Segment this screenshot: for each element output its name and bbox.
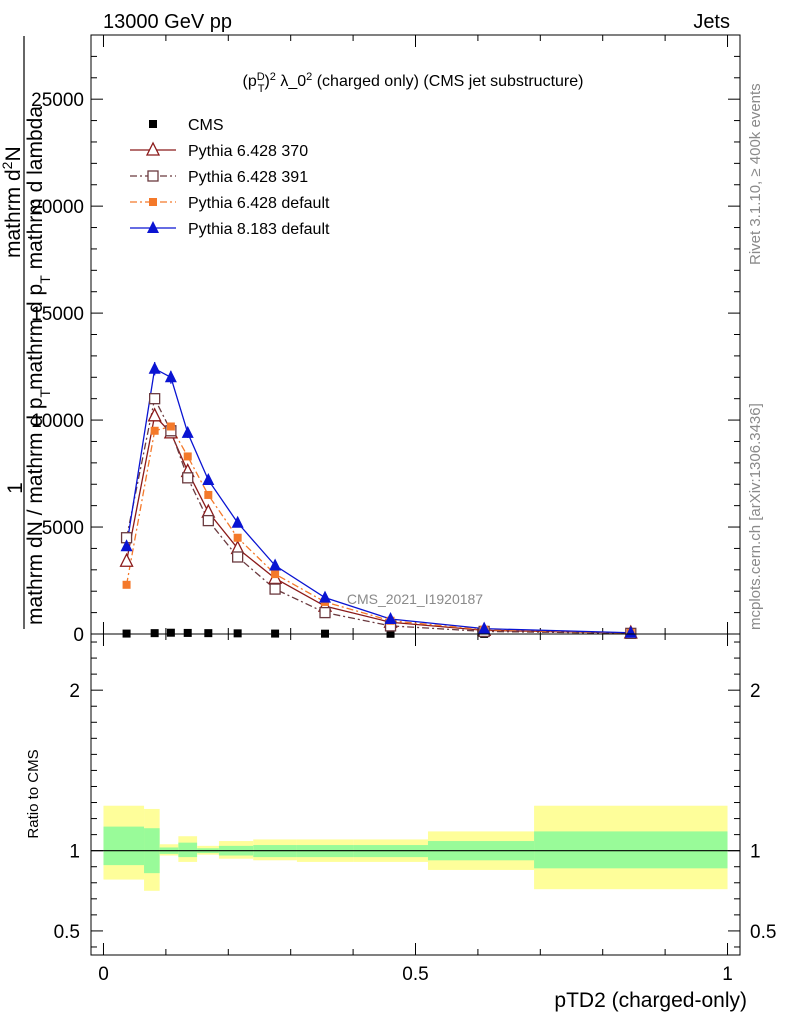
point-p8def-0 <box>120 539 133 552</box>
ratio-plot-frame <box>90 633 741 956</box>
series-line-p391 <box>125 396 631 635</box>
point-cms-3 <box>183 628 192 637</box>
header-left: 13000 GeV pp <box>103 11 232 33</box>
point-p391-1 <box>149 393 161 405</box>
x-tick-label-0: 0 <box>98 964 109 985</box>
point-p391-6 <box>269 583 281 595</box>
ratio-band-inner-10 <box>534 831 728 869</box>
legend-marker-p391 <box>147 170 159 182</box>
y-tick-label-0: 0 <box>73 625 84 646</box>
x-tick-label-2: 1 <box>722 964 733 985</box>
main-ylabel: 1 mathrm dN / mathrm d pT mathrm d2N mat… <box>0 36 53 629</box>
point-p8def-5 <box>231 515 244 528</box>
legend-marker-cms <box>149 120 157 128</box>
legend-label-p8def: Pythia 8.183 default <box>188 221 330 238</box>
ratio-band-inner-0 <box>103 826 145 866</box>
ylabel-numerator-1: 1 <box>4 482 27 494</box>
point-cms-2 <box>166 628 175 637</box>
legend-marker-p370 <box>145 141 161 156</box>
main-title: (pD T)2 λ_02 (charged only) (CMS jet subs… <box>243 71 584 95</box>
point-p6def-3 <box>183 452 192 461</box>
point-cms-1 <box>150 629 159 638</box>
point-p8def-4 <box>202 472 215 485</box>
point-p391-4 <box>202 514 214 527</box>
header-right: Jets <box>693 11 730 33</box>
y-tick-label-2: 10000 <box>31 411 84 432</box>
point-cms-5 <box>233 629 242 638</box>
point-p6def-1 <box>150 426 159 435</box>
legend: CMS Pythia 6.428 370 Pythia 6.428 391 Pythi… <box>130 117 330 238</box>
ratio-y-tick-label-right-0: 0.5 <box>750 922 776 943</box>
x-tick-label-1: 0.5 <box>402 964 428 985</box>
ratio-y-tick-label-left-1: 1 <box>69 842 80 863</box>
point-p391-7 <box>319 606 331 619</box>
legend-label-p370: Pythia 6.428 370 <box>188 143 308 160</box>
point-p8def-7 <box>319 590 332 603</box>
watermark: CMS_2021_I1920187 <box>347 591 483 607</box>
point-p6def-0 <box>122 580 131 589</box>
y-tick-label-4: 20000 <box>31 197 84 218</box>
point-p6def-6 <box>271 570 280 579</box>
ylabel-denominator-1: mathrm dN / mathrm d pT <box>24 388 53 625</box>
legend-marker-p8def <box>147 221 159 233</box>
x-axis-label: pTD2 (charged-only) <box>554 989 747 1012</box>
main-plot-area: 0 5000 10000 15000 20000 25000 <box>31 34 740 646</box>
ratio-y-tick-label-left-2: 2 <box>69 681 80 702</box>
ratio-band-inner-3 <box>178 842 198 858</box>
point-p8def-8 <box>384 612 397 625</box>
legend-label-p6def: Pythia 6.428 default <box>188 195 330 212</box>
ratio-y-tick-label-right-1: 1 <box>750 842 761 863</box>
point-p391-3 <box>182 472 194 484</box>
point-p8def-6 <box>269 558 282 571</box>
ratio-plot-area: 0 0.5 1 0.5 0.5 1 1 2 2 <box>54 634 776 985</box>
point-p391-5 <box>231 551 244 563</box>
rivet-label: Rivet 3.1.10, ≥ 400k events <box>747 83 764 265</box>
ratio-y-tick-label-left-0: 0.5 <box>54 922 80 943</box>
point-p6def-5 <box>233 533 242 542</box>
point-p6def-4 <box>204 490 213 499</box>
ratio-ylabel: Ratio to CMS <box>25 749 42 838</box>
point-p6def-2 <box>166 422 175 431</box>
point-p8def-1 <box>148 361 161 374</box>
point-p8def-9 <box>478 621 491 634</box>
y-tick-label-3: 15000 <box>31 304 84 325</box>
point-p8def-3 <box>181 425 194 438</box>
legend-label-p391: Pythia 6.428 391 <box>188 169 308 186</box>
legend-label-cms: CMS <box>188 117 224 134</box>
point-p370-1 <box>147 407 162 422</box>
point-cms-4 <box>204 629 213 638</box>
y-tick-label-1: 5000 <box>42 518 84 539</box>
point-p8def-10 <box>624 625 637 638</box>
legend-marker-p6def <box>149 198 157 206</box>
y-tick-label-5: 25000 <box>31 90 84 111</box>
ratio-y-tick-label-right-2: 2 <box>750 681 761 702</box>
point-p370-0 <box>119 552 134 567</box>
mcplots-label: mcplots.cern.ch [arXiv:1306.3436] <box>747 403 764 630</box>
point-p8def-2 <box>164 370 177 383</box>
ylabel-denominator-2: mathrm d pT mathrm d lambda <box>24 106 53 390</box>
ylabel-numerator-2: mathrm d2N <box>0 146 25 258</box>
